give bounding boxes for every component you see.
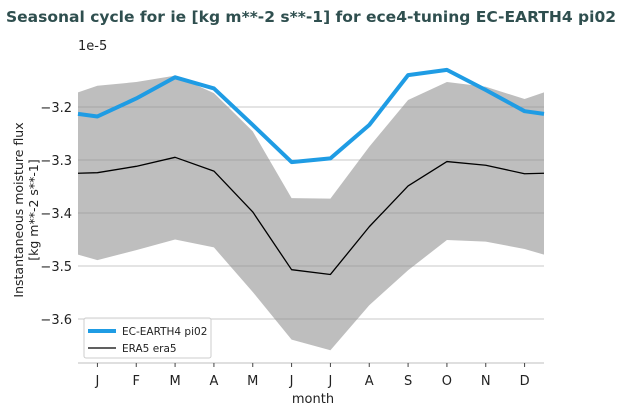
legend-label: ERA5 era5 — [122, 343, 177, 355]
x-tick-label: J — [289, 374, 294, 389]
x-tick-label: N — [481, 374, 491, 389]
x-tick-label: O — [442, 374, 452, 389]
legend: EC-EARTH4 pi02 ERA5 era5 — [83, 317, 212, 359]
x-tick-label: F — [133, 374, 140, 389]
y-tick-label: −3.5 — [40, 260, 72, 275]
x-tick-label: D — [520, 374, 530, 389]
x-tick-label: A — [365, 374, 374, 389]
series-line-era5 — [77, 156, 545, 276]
y-axis-label: Instantaneous moisture flux [kg m**-2 s**… — [11, 122, 41, 297]
x-tick-label: A — [209, 374, 218, 389]
y-offset-label: 1e-5 — [78, 39, 107, 54]
series-line-ec-earth4 — [77, 67, 545, 165]
x-tick-label: J — [94, 374, 99, 389]
x-tick-label: M — [169, 374, 180, 389]
y-axis-label-line: Instantaneous moisture flux — [11, 122, 26, 297]
y-tick-label: −3.4 — [40, 207, 72, 222]
x-tick-label: S — [404, 374, 412, 389]
x-tick-label: M — [247, 374, 258, 389]
y-axis-label-line: [kg m**-2 s**-1] — [26, 159, 41, 261]
y-tick-label: −3.2 — [40, 101, 72, 116]
chart-title: Seasonal cycle for ie [kg m**-2 s**-1] f… — [5, 8, 617, 26]
legend-label: EC-EARTH4 pi02 — [122, 326, 207, 338]
x-tick-label: J — [327, 374, 332, 389]
era5-range-band — [78, 75, 544, 351]
y-tick-label: −3.6 — [40, 313, 72, 328]
x-axis-label: month — [292, 392, 334, 407]
y-tick-label: −3.3 — [40, 154, 72, 169]
